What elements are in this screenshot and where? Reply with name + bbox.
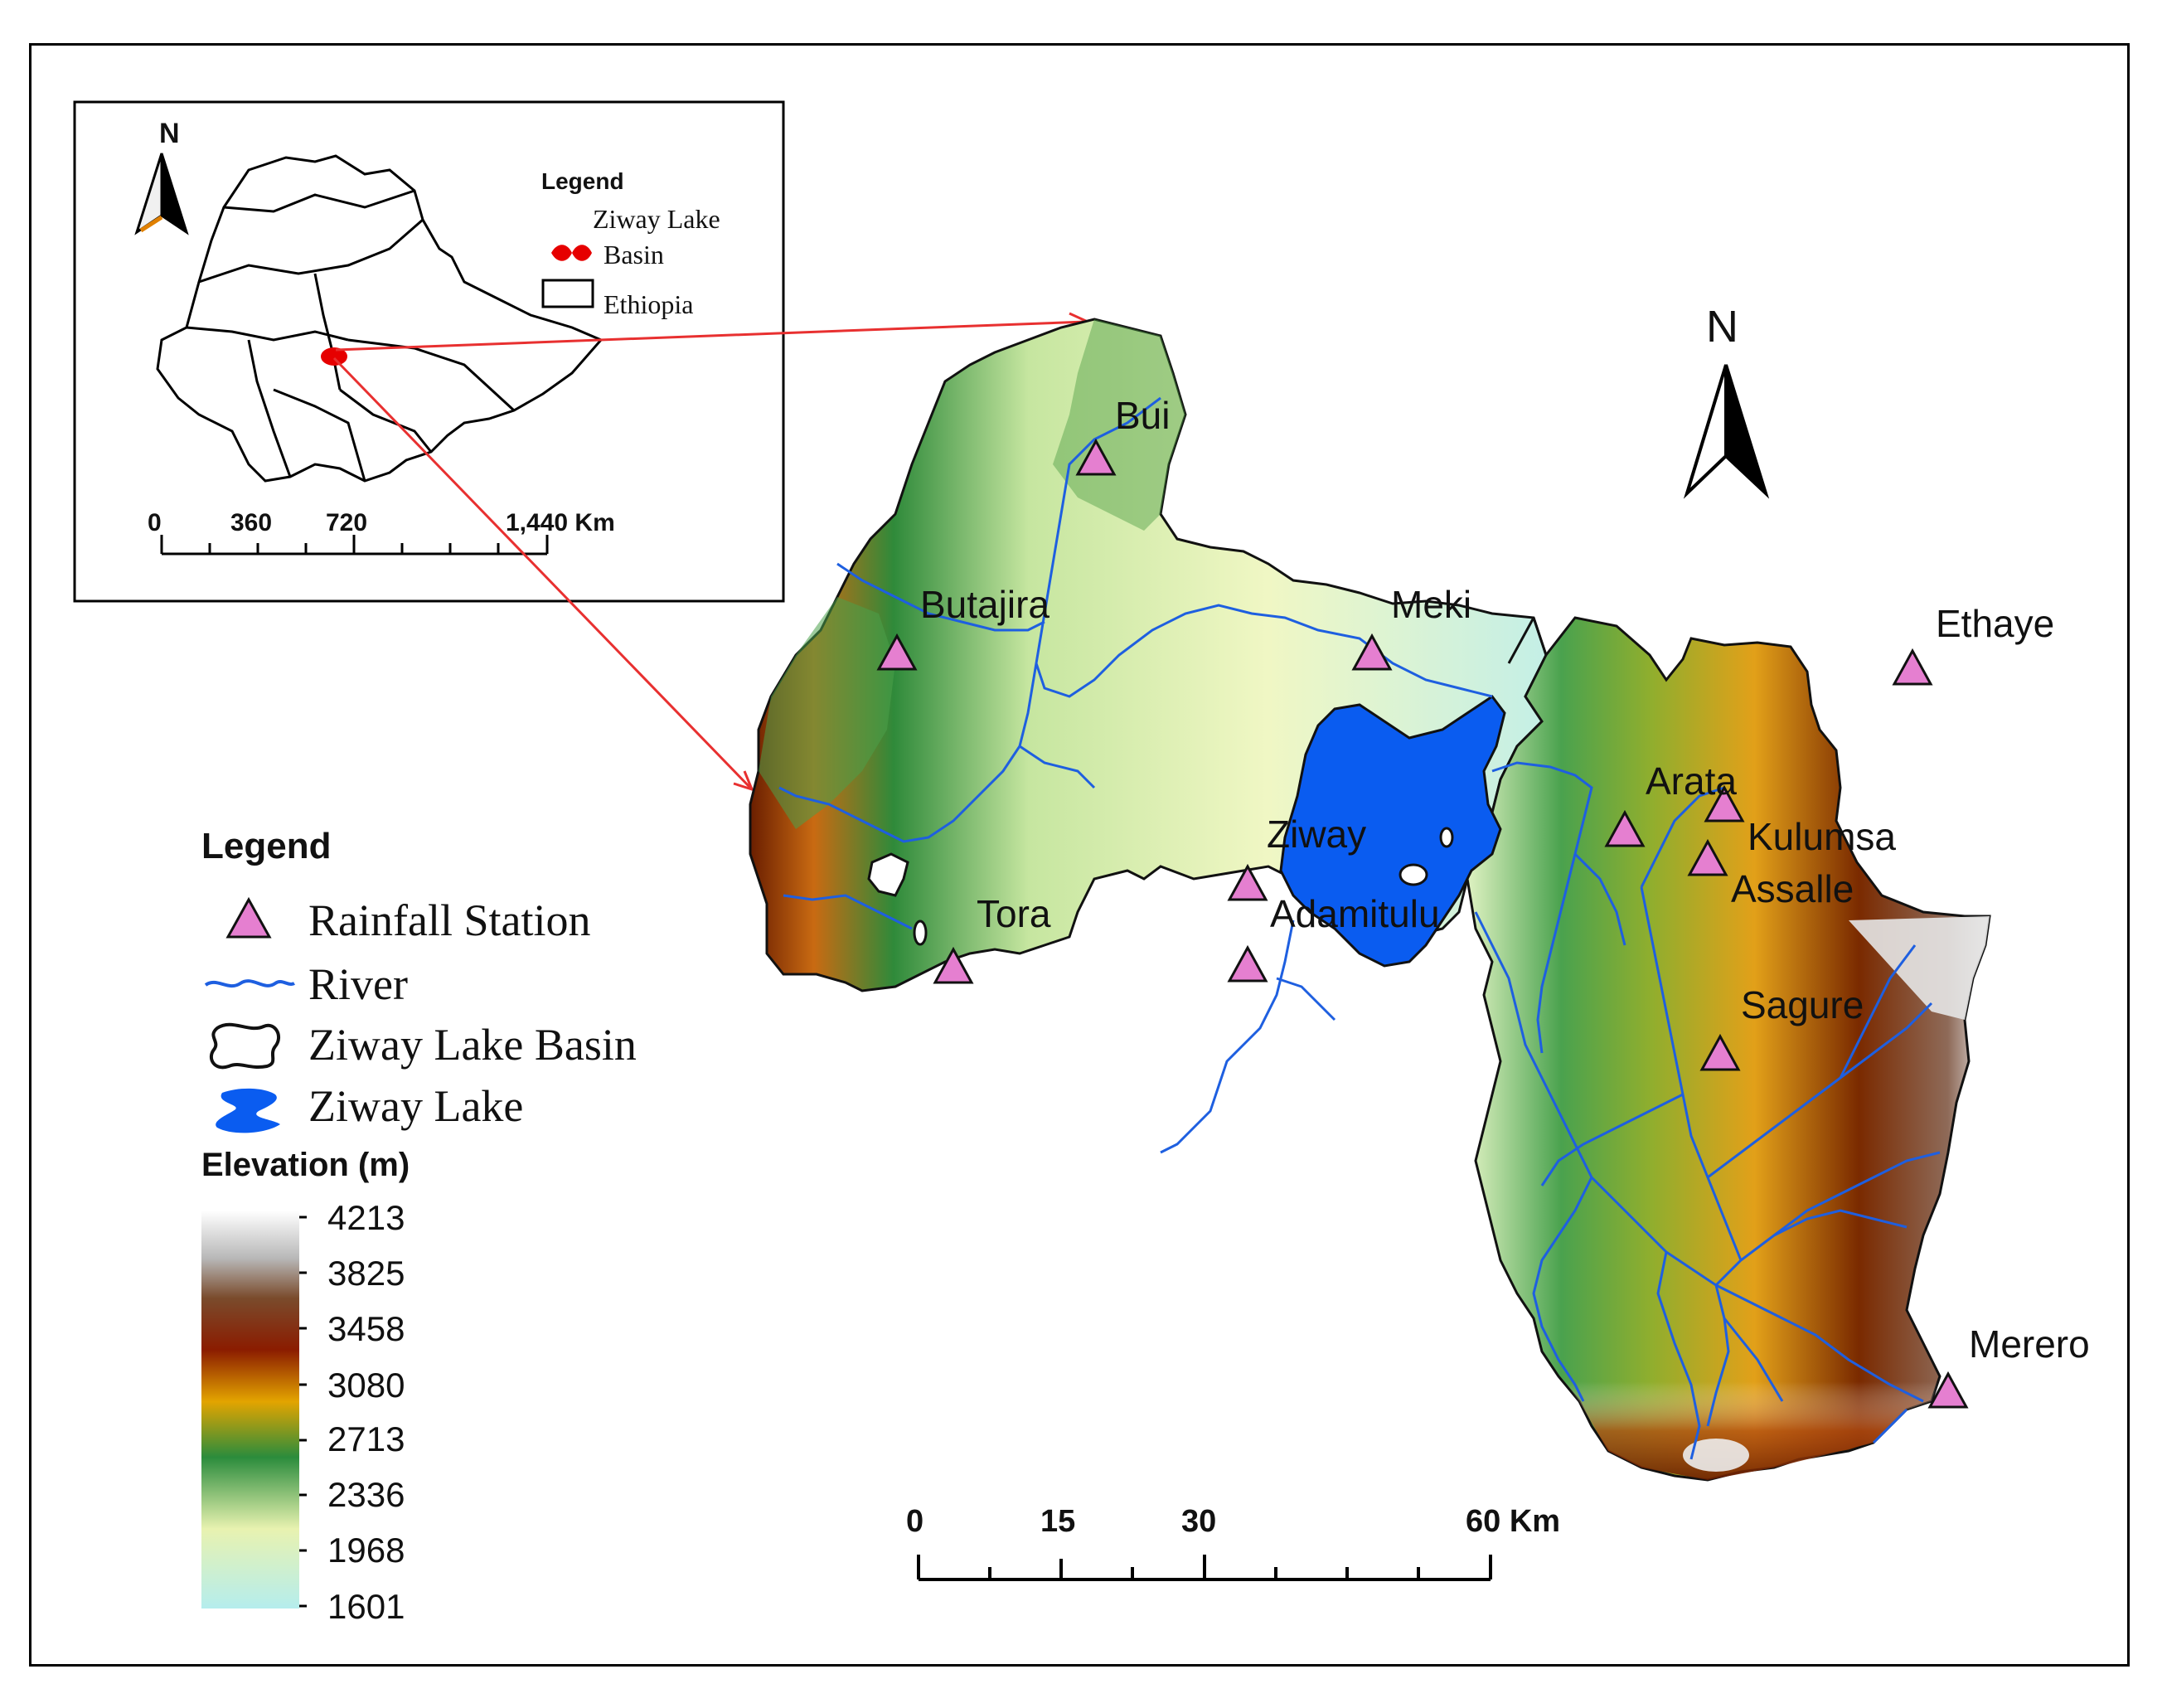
ethiopia-outline [156, 154, 604, 483]
svg-text:2336: 2336 [327, 1475, 405, 1514]
main-north-label: N [1706, 302, 1738, 352]
legend-title: Legend [201, 826, 331, 866]
svg-text:1601: 1601 [327, 1587, 405, 1626]
elevation-labels: 4213 3825 3458 3080 2713 2336 1968 1601 [327, 1198, 405, 1626]
station-label-merero: Merero [1969, 1322, 2090, 1366]
station-marker-meki [1351, 633, 1393, 671]
north-arrow-icon [1683, 364, 1728, 499]
station-marker-adamitulu [1227, 944, 1268, 983]
svg-text:720: 720 [326, 509, 367, 536]
main-legend: Legend Rainfall Station River Ziway Lake… [201, 826, 637, 1626]
main-north-arrow: N [1683, 302, 1770, 499]
svg-text:1,440 Km: 1,440 Km [506, 509, 615, 536]
svg-text:3825: 3825 [327, 1254, 405, 1293]
elevation-color-ramp [201, 1211, 299, 1609]
ethiopia-regions [186, 189, 516, 482]
inset-basin-marker [321, 347, 347, 366]
basin-outline-icon [209, 1022, 280, 1070]
inset-map: N Legend Ziway Lake Basin Ethiopia 0 360… [73, 100, 785, 603]
svg-text:0: 0 [906, 1504, 923, 1539]
svg-text:2713: 2713 [327, 1419, 405, 1458]
station-label-adamitulu: Adamitulu [1270, 892, 1440, 935]
legend-label-basin: Ziway Lake Basin [308, 1020, 637, 1070]
station-marker-ziway [1227, 863, 1268, 901]
station-label-meki: Meki [1391, 583, 1471, 626]
ziway-lake [1279, 694, 1506, 968]
legend-label-river: River [308, 959, 408, 1009]
inset-basin-legend-icon [551, 245, 592, 261]
station-marker-sagure [1699, 1033, 1741, 1071]
river-line-icon [204, 979, 295, 988]
legend-label-rainfall: Rainfall Station [308, 895, 590, 945]
station-label-kulumsa: Kulumsa [1748, 815, 1896, 858]
inset-scale-bar: 0 360 720 1,440 Km [148, 509, 615, 556]
station-marker-arata [1604, 809, 1646, 847]
station-label-arata: Arata [1646, 759, 1737, 803]
station-marker-assalle [1687, 838, 1728, 876]
svg-text:30: 30 [1181, 1504, 1216, 1539]
station-labels: Bui Butajira Meki Ethaye Arata Kulumsa A… [920, 394, 2090, 1366]
station-label-bui: Bui [1115, 394, 1170, 437]
basin-map: Bui Butajira Meki Ethaye Arata Kulumsa A… [749, 318, 2090, 1482]
station-label-tora: Tora [977, 892, 1051, 935]
station-marker-tora [933, 946, 974, 984]
legend-label-lake: Ziway Lake [308, 1081, 523, 1131]
inset-country-legend-icon [541, 279, 594, 308]
svg-text:60 Km: 60 Km [1466, 1504, 1560, 1539]
station-marker-kulumsa [1704, 784, 1745, 822]
station-marker-ethaye [1892, 648, 1933, 686]
inset-legend-basin-line2: Basin [604, 240, 664, 269]
station-label-butajira: Butajira [920, 583, 1049, 626]
svg-text:1968: 1968 [327, 1531, 405, 1570]
triangle-icon [225, 896, 272, 939]
station-marker-butajira [876, 633, 918, 671]
svg-text:360: 360 [230, 509, 272, 536]
station-marker-merero [1927, 1371, 1969, 1409]
inset-legend-title: Legend [541, 168, 624, 194]
station-label-assalle: Assalle [1731, 867, 1854, 910]
station-label-ziway: Ziway [1267, 813, 1366, 856]
svg-text:3080: 3080 [327, 1366, 405, 1405]
station-marker-bui [1075, 438, 1117, 476]
svg-text:0: 0 [148, 509, 162, 536]
main-scale-bar: 0 15 30 60 Km [906, 1504, 1560, 1581]
svg-text:4213: 4213 [327, 1198, 405, 1237]
station-label-sagure: Sagure [1741, 983, 1864, 1026]
rainfall-stations [876, 438, 1969, 1409]
inset-legend-country: Ethiopia [604, 289, 693, 319]
elevation-title: Elevation (m) [201, 1147, 410, 1183]
svg-text:15: 15 [1040, 1504, 1075, 1539]
svg-text:3458: 3458 [327, 1309, 405, 1348]
lake-icon [216, 1088, 280, 1133]
elevation-ticks [299, 1215, 307, 1608]
inset-legend-basin-line1: Ziway Lake [593, 204, 720, 234]
inset-north-label: N [159, 118, 180, 149]
station-label-ethaye: Ethaye [1936, 602, 2054, 645]
